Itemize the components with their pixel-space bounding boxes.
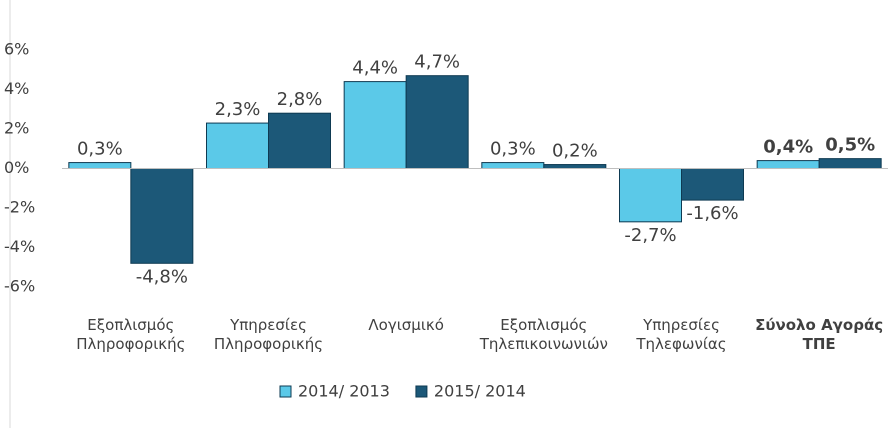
bar xyxy=(543,164,607,170)
bar xyxy=(268,112,331,169)
bar xyxy=(818,158,882,169)
y-tick-label: -6% xyxy=(4,277,35,296)
x-tick-label: Εξοπλισμός Πληροφορικής xyxy=(76,316,186,353)
data-label: -2,7% xyxy=(624,225,676,246)
legend-label: 2015/ 2014 xyxy=(434,382,526,401)
legend-swatch xyxy=(415,385,428,398)
bar xyxy=(68,162,132,169)
y-tick-label: 6% xyxy=(4,40,29,59)
bar xyxy=(756,160,820,170)
bar xyxy=(481,162,545,169)
y-tick-label: -4% xyxy=(4,237,35,256)
bar xyxy=(343,81,407,169)
x-tick-label: Υπηρεσίες Πληροφορικής xyxy=(213,316,324,353)
bar xyxy=(619,168,682,223)
data-label: -4,8% xyxy=(136,266,188,287)
bar xyxy=(681,168,744,201)
data-label: 0,3% xyxy=(490,139,536,160)
data-label: 2,8% xyxy=(277,89,323,110)
data-label: 4,4% xyxy=(352,58,398,79)
x-tick-label: Εξοπλισμός Τηλεπικοινωνιών xyxy=(479,316,608,353)
bar xyxy=(206,122,269,169)
bar xyxy=(130,168,194,264)
x-tick-label: Υπηρεσίες Τηλεφωνίας xyxy=(636,316,727,353)
x-tick-label: Λογισμικό xyxy=(368,316,444,334)
bar xyxy=(405,75,469,169)
data-label: 0,5% xyxy=(825,135,875,156)
data-label: 0,4% xyxy=(763,137,813,158)
data-label: 0,2% xyxy=(552,141,598,162)
y-tick-label: -2% xyxy=(4,198,35,217)
x-tick-label: Σύνολο Αγοράς ΤΠΕ xyxy=(755,316,884,353)
legend-label: 2014/ 2013 xyxy=(298,382,390,401)
data-label: 0,3% xyxy=(77,139,123,160)
data-label: 4,7% xyxy=(414,52,460,73)
y-tick-label: 0% xyxy=(4,158,29,177)
data-label: -1,6% xyxy=(686,203,738,224)
y-tick-label: 4% xyxy=(4,79,29,98)
legend-swatch xyxy=(279,385,292,398)
y-tick-label: 2% xyxy=(4,119,29,138)
data-label: 2,3% xyxy=(215,99,261,120)
